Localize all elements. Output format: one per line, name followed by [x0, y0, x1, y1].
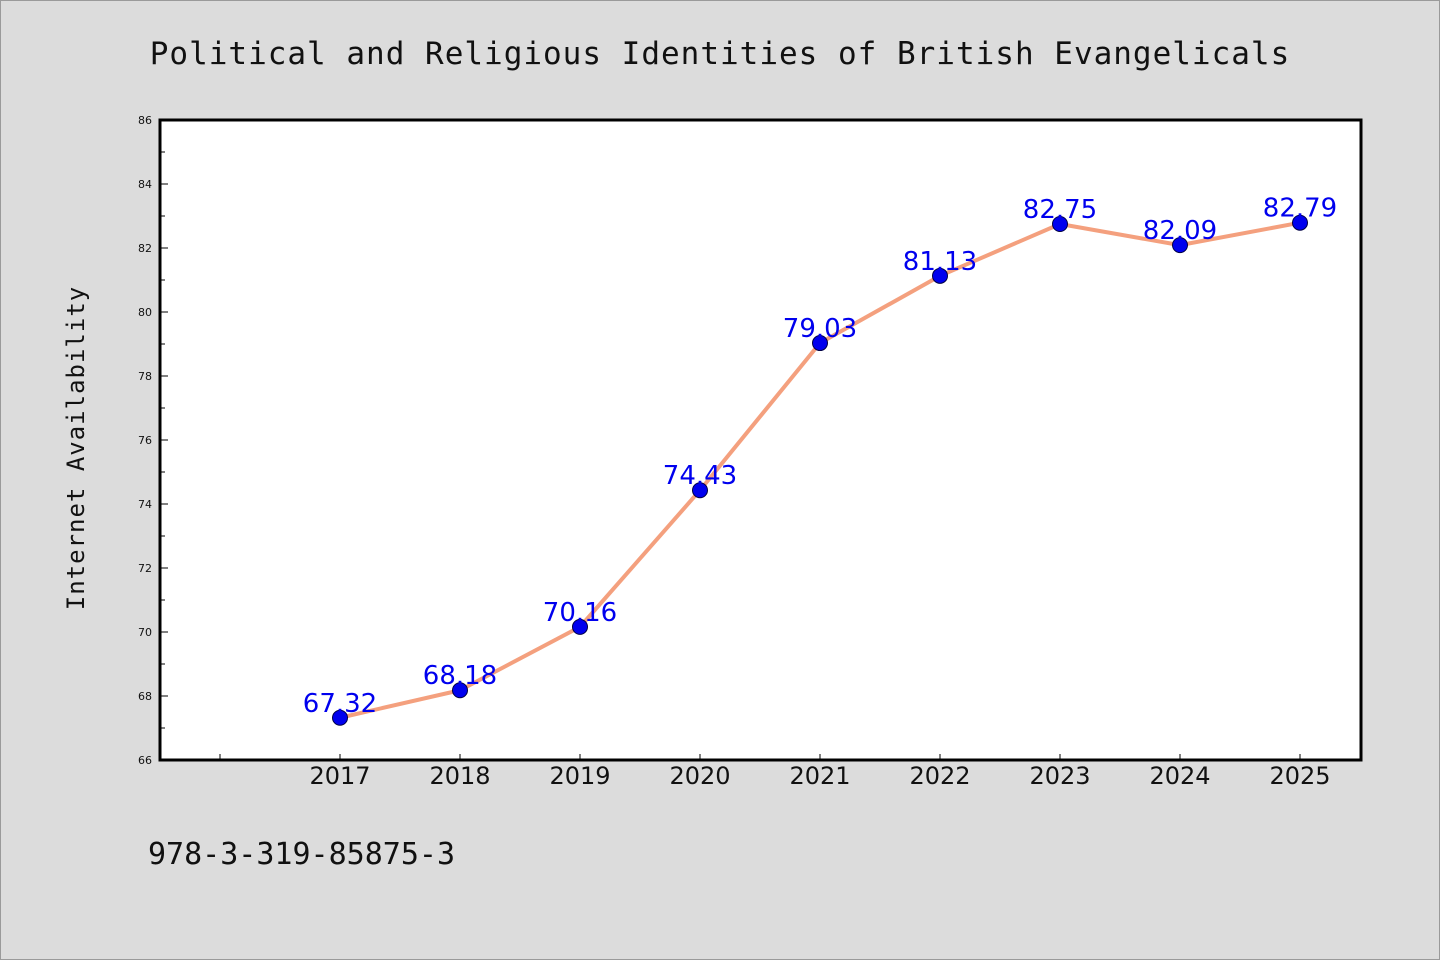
data-label: 81.13	[903, 247, 977, 277]
x-tick-label: 2023	[1029, 762, 1090, 790]
y-axis-ticks: 66 68 70 72 74 76 78 80 82 84 86	[138, 114, 168, 767]
data-point	[1292, 214, 1308, 231]
data-point	[1172, 237, 1188, 254]
y-tick-label: 84	[138, 178, 152, 191]
y-tick-label: 82	[138, 242, 152, 255]
data-point	[1052, 216, 1068, 232]
data-point	[932, 267, 948, 284]
data-label: 70.16	[543, 598, 617, 628]
y-tick-label: 68	[138, 690, 152, 703]
data-label: 74.43	[663, 461, 737, 491]
plot-area	[158, 118, 1363, 762]
y-tick-label: 86	[138, 114, 152, 127]
x-tick-label: 2018	[429, 762, 490, 790]
data-label: 82.75	[1023, 195, 1097, 225]
y-tick-label: 70	[138, 626, 152, 639]
chart-title: Political and Religious Identities of Br…	[150, 36, 1291, 72]
x-tick-label: 2019	[549, 762, 610, 790]
data-point	[812, 335, 828, 352]
y-tick-label: 76	[138, 434, 152, 447]
x-tick-label: 2020	[669, 762, 730, 790]
data-label: 79.03	[783, 314, 857, 344]
data-label: 68.18	[423, 661, 497, 691]
y-axis-label: Internet Availability	[62, 286, 90, 610]
data-label: 82.79	[1263, 194, 1337, 224]
x-tick-label: 2025	[1269, 762, 1330, 790]
x-axis-ticks: 2017 2018 2019 2020 2021 2022 2023 2024 2025	[219, 754, 1331, 790]
x-tick-label: 2024	[1149, 762, 1210, 790]
data-point	[572, 618, 588, 635]
x-tick-label: 2022	[909, 762, 970, 790]
data-point	[332, 709, 348, 726]
isbn-footer: 978-3-319-85875-3	[148, 837, 455, 872]
x-tick-label: 2017	[309, 762, 370, 790]
y-tick-label: 80	[138, 306, 152, 319]
data-point	[452, 682, 468, 699]
data-point	[692, 482, 708, 499]
y-tick-label: 66	[138, 754, 152, 767]
y-tick-label: 78	[138, 370, 152, 383]
y-tick-label: 72	[138, 562, 152, 575]
data-label: 67.32	[303, 689, 377, 719]
series-layer: 67.32 68.18 70.16 74.43 79.03 81.13 82.75 82.09…	[303, 194, 1337, 726]
data-label: 82.09	[1143, 216, 1217, 246]
y-tick-label: 74	[138, 498, 152, 511]
x-tick-label: 2021	[789, 762, 850, 790]
